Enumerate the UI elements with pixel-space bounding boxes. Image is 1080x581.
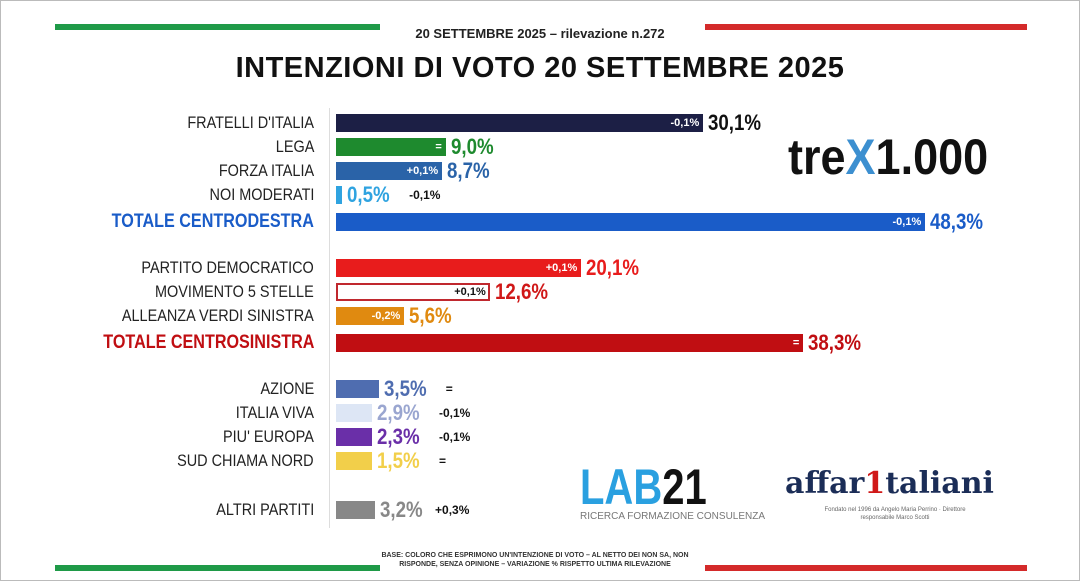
change-label: = — [439, 454, 447, 468]
value-label: 3,2% — [380, 497, 423, 522]
change-label: = — [435, 141, 442, 153]
axis-line — [329, 108, 330, 528]
change-label: +0,1% — [454, 286, 486, 298]
value-label: 2,3% — [377, 424, 420, 449]
value-label: 8,7% — [447, 158, 490, 183]
bar — [336, 162, 443, 180]
category-label: PARTITO DEMOCRATICO — [141, 258, 314, 277]
change-label: -0,1% — [439, 430, 471, 444]
bar-row: MOVIMENTO 5 STELLE 12,6% +0,1% — [0, 279, 1080, 304]
bar-row: ITALIA VIVA 2,9% -0,1% — [0, 400, 1080, 425]
value-label: 30,1% — [708, 110, 762, 135]
value-label: 0,5% — [347, 182, 390, 207]
subtitle: 20 SETTEMBRE 2025 – rilevazione n.272 — [415, 26, 665, 41]
bar-row: FORZA ITALIA 8,7% +0,1% — [0, 158, 1080, 183]
bar-row: TOTALE CENTRODESTRA 48,3% -0,1% — [0, 209, 1080, 234]
category-label: TOTALE CENTROSINISTRA — [102, 332, 314, 353]
bar — [336, 404, 372, 422]
trex1000-logo: treX1.000 — [788, 129, 989, 185]
bar-row: PARTITO DEMOCRATICO 20,1% +0,1% — [0, 255, 1080, 280]
category-label: MOVIMENTO 5 STELLE — [155, 282, 314, 301]
lab21-logo: LAB21 — [580, 459, 707, 515]
value-label: 12,6% — [494, 279, 548, 304]
bar — [336, 380, 379, 398]
bar — [336, 259, 582, 277]
change-label: = — [792, 337, 800, 349]
bar — [336, 307, 405, 325]
value-label: 48,3% — [930, 209, 984, 234]
bar — [336, 283, 490, 301]
footnote: BASE: COLORO CHE ESPRIMONO UN'INTENZIONE… — [381, 552, 689, 568]
chart-title: INTENZIONI DI VOTO 20 SETTEMBRE 2025 — [235, 52, 845, 84]
red-stripe-top — [705, 24, 1027, 30]
category-label: ALTRI PARTITI — [216, 500, 314, 519]
bar-row: ALLEANZA VERDI SINISTRA 5,6% -0,2% — [0, 303, 1080, 328]
category-label: AZIONE — [260, 379, 314, 398]
bar-row: SUD CHIAMA NORD 1,5% = — [0, 448, 1080, 473]
value-label: 38,3% — [808, 330, 862, 355]
category-label: ITALIA VIVA — [235, 403, 314, 422]
value-label: 9,0% — [450, 134, 494, 159]
category-label: PIU' EUROPA — [223, 427, 314, 446]
bar-row: AZIONE 3,5% = — [0, 376, 1080, 401]
bar-row: LEGA 9,0% = — [0, 134, 1080, 159]
change-label: -0,1% — [439, 406, 471, 420]
bar — [336, 334, 804, 352]
affaritaliani-tagline: Fondato nel 1996 da Angelo Maria Perrino… — [824, 507, 966, 521]
bar-row: FRATELLI D'ITALIA 30,1% -0,1% — [0, 110, 1080, 135]
change-label: = — [445, 382, 453, 396]
category-label: FORZA ITALIA — [218, 161, 314, 180]
value-label: 20,1% — [586, 255, 640, 280]
category-label: NOI MODERATI — [209, 185, 314, 204]
change-label: -0,2% — [371, 310, 401, 322]
category-label: LEGA — [275, 137, 314, 156]
category-label: ALLEANZA VERDI SINISTRA — [122, 306, 314, 325]
change-label: +0,3% — [435, 503, 470, 517]
value-label: 2,9% — [377, 400, 420, 425]
change-label: +0,1% — [406, 165, 439, 177]
category-label: FRATELLI D'ITALIA — [187, 113, 314, 132]
value-label: 3,5% — [383, 376, 427, 401]
bar — [336, 114, 704, 132]
bar — [336, 501, 376, 519]
green-stripe-top — [55, 24, 380, 30]
bar — [336, 452, 372, 470]
affaritaliani-logo: affar1taliani — [785, 466, 994, 501]
bar — [336, 428, 372, 446]
bar — [336, 186, 343, 204]
bar — [336, 213, 926, 231]
bar-row: ALTRI PARTITI 3,2% +0,3% — [0, 497, 1080, 522]
change-label: -0,1% — [892, 216, 922, 228]
change-label: -0,1% — [409, 188, 441, 202]
bar-row: TOTALE CENTROSINISTRA 38,3% = — [0, 330, 1080, 355]
change-label: +0,1% — [545, 262, 578, 274]
lab21-tagline: RICERCA FORMAZIONE CONSULENZA — [580, 511, 766, 522]
bar — [336, 138, 446, 156]
value-label: 5,6% — [409, 303, 452, 328]
change-label: -0,1% — [670, 117, 700, 129]
value-label: 1,5% — [377, 448, 420, 473]
category-label: TOTALE CENTRODESTRA — [111, 211, 314, 232]
bar-row: PIU' EUROPA 2,3% -0,1% — [0, 424, 1080, 449]
green-stripe-bottom — [55, 565, 380, 571]
bar-row: NOI MODERATI 0,5% -0,1% — [0, 182, 1080, 207]
red-stripe-bottom — [705, 565, 1027, 571]
category-label: SUD CHIAMA NORD — [177, 451, 314, 470]
